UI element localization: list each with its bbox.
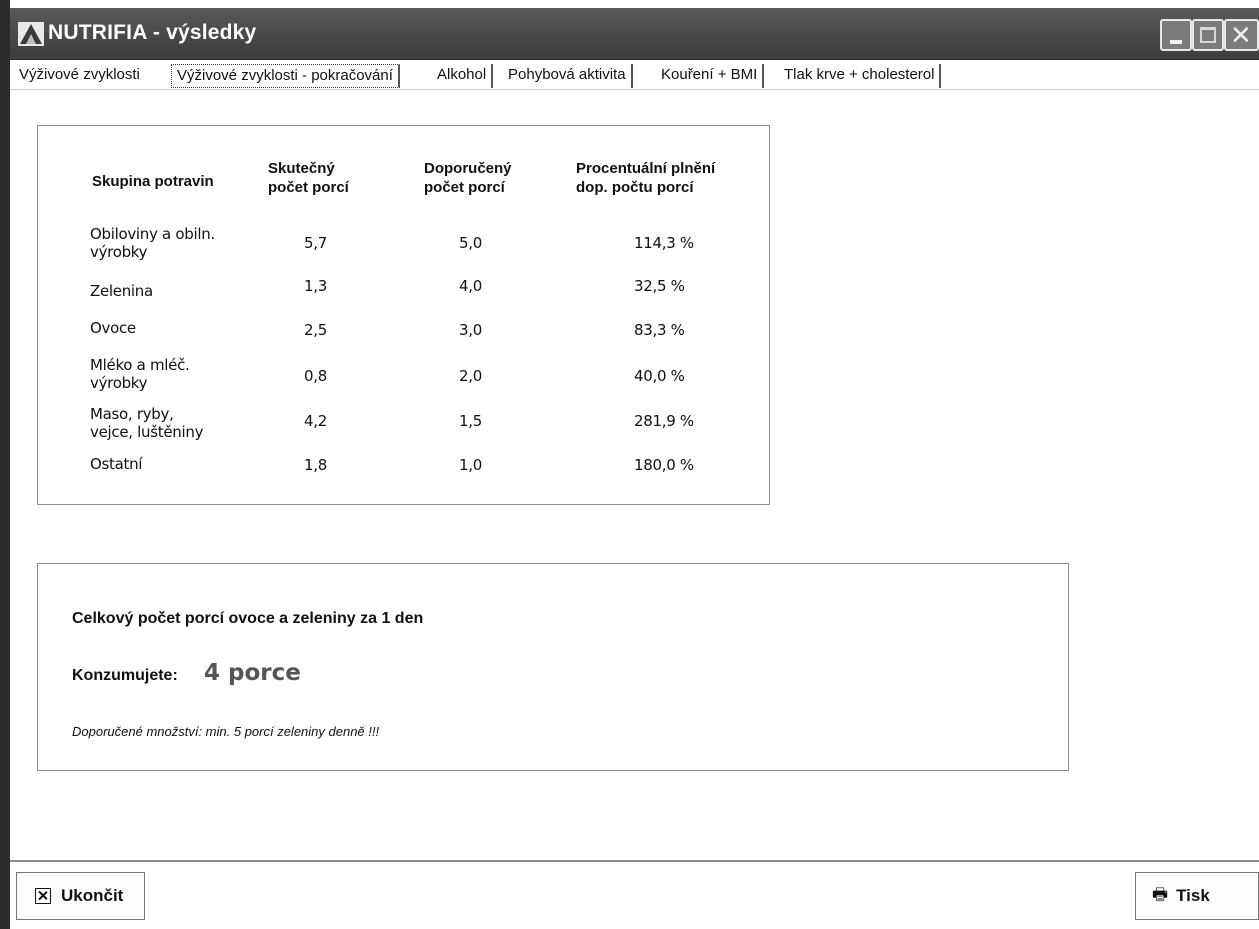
window-left-border xyxy=(0,0,10,929)
cell-percent: 83,3 % xyxy=(634,321,685,339)
cell-food-group-line2: výrobky xyxy=(90,243,148,261)
cell-recommended: 5,0 xyxy=(459,234,482,252)
tab-nutrition-habits[interactable]: Výživové zvyklosti xyxy=(19,66,140,83)
header-percent-line2: dop. počtu porcí xyxy=(576,179,694,196)
print-button[interactable]: 🖶 Tisk xyxy=(1135,872,1259,920)
consumption-value: 4 porce xyxy=(204,660,301,686)
header-actual-line1: Skutečný xyxy=(268,160,335,177)
food-groups-table: Skupina potravin Skutečný počet porcí Do… xyxy=(37,125,770,505)
exit-button-label: Ukončit xyxy=(61,886,124,905)
cell-recommended: 3,0 xyxy=(459,321,482,339)
tab-strip: Výživové zvyklosti Výživové zvyklosti - … xyxy=(10,62,1259,90)
tab-smoking-bmi[interactable]: Kouření + BMI xyxy=(656,64,765,88)
cell-food-group: Obiloviny a obiln. xyxy=(90,225,215,243)
consumption-label: Konzumujete: xyxy=(72,667,178,684)
cell-percent: 40,0 % xyxy=(634,367,685,385)
cell-actual: 4,2 xyxy=(304,412,327,430)
header-recommended-line2: počet porcí xyxy=(424,179,505,196)
cell-food-group-line2: vejce, luštěniny xyxy=(90,423,204,441)
maximize-button[interactable] xyxy=(1192,19,1224,51)
cell-recommended: 4,0 xyxy=(459,277,482,295)
close-icon: ✕ xyxy=(1230,20,1252,50)
tab-alcohol[interactable]: Alkohol xyxy=(432,64,494,88)
cell-actual: 2,5 xyxy=(304,321,327,339)
maximize-icon xyxy=(1200,27,1216,43)
minimize-button[interactable] xyxy=(1160,19,1192,51)
window-title: NUTRIFIA - výsledky xyxy=(48,21,257,44)
cell-food-group: Zelenina xyxy=(90,282,153,300)
print-button-label: Tisk xyxy=(1176,886,1210,905)
printer-icon: 🖶 xyxy=(1152,884,1169,904)
cell-percent: 32,5 % xyxy=(634,277,685,295)
cell-actual: 0,8 xyxy=(304,367,327,385)
app-logo-icon xyxy=(18,22,44,46)
cell-percent: 114,3 % xyxy=(634,234,694,252)
tab-physical-activity[interactable]: Pohybová aktivita xyxy=(503,64,633,88)
cell-recommended: 1,5 xyxy=(459,412,482,430)
tab-nutrition-habits-continued[interactable]: Výživové zvyklosti - pokračování xyxy=(171,64,400,88)
cell-food-group: Ovoce xyxy=(90,319,136,337)
header-percent-line1: Procentuální plnění xyxy=(576,160,716,177)
cell-percent: 180,0 % xyxy=(634,456,694,474)
cell-food-group: Mléko a mléč. xyxy=(90,356,190,374)
cell-recommended: 1,0 xyxy=(459,456,482,474)
minimize-icon xyxy=(1170,40,1182,44)
close-button[interactable]: ✕ xyxy=(1224,19,1259,51)
cell-food-group-line2: výrobky xyxy=(90,374,148,392)
close-box-icon xyxy=(35,888,51,904)
header-actual-line2: počet porcí xyxy=(268,179,349,196)
recommendation-note: Doporučené množství: min. 5 porcí zeleni… xyxy=(72,724,380,739)
header-recommended-line1: Doporučený xyxy=(424,160,512,177)
title-bar[interactable]: NUTRIFIA - výsledky ✕ xyxy=(10,8,1259,60)
cell-percent: 281,9 % xyxy=(634,412,694,430)
cell-actual: 1,3 xyxy=(304,277,327,295)
cell-recommended: 2,0 xyxy=(459,367,482,385)
fruit-vegetable-summary: Celkový počet porcí ovoce a zeleniny za … xyxy=(37,563,1069,771)
cell-actual: 1,8 xyxy=(304,456,327,474)
tab-blood-pressure-cholesterol[interactable]: Tlak krve + cholesterol xyxy=(779,64,942,88)
summary-heading: Celkový počet porcí ovoce a zeleniny za … xyxy=(72,610,424,627)
cell-food-group: Ostatní xyxy=(90,455,143,473)
exit-button[interactable]: Ukončit xyxy=(16,872,145,920)
cell-actual: 5,7 xyxy=(304,234,327,252)
results-window: NUTRIFIA - výsledky ✕ Výživové zvyklosti… xyxy=(10,0,1259,929)
bottom-separator xyxy=(10,860,1259,862)
cell-food-group: Maso, ryby, xyxy=(90,405,174,423)
header-food-group: Skupina potravin xyxy=(92,173,214,190)
